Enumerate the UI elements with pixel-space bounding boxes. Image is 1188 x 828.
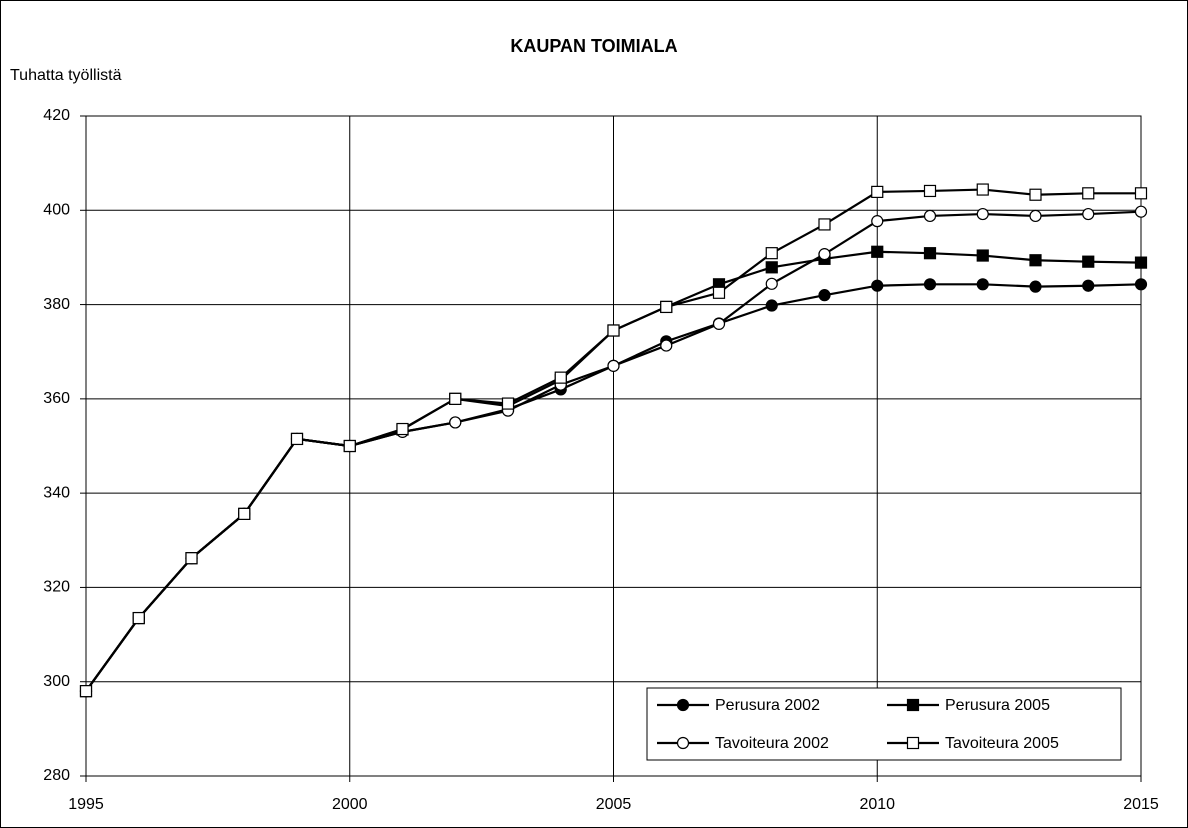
marker xyxy=(132,611,145,625)
marker xyxy=(765,261,778,274)
marker xyxy=(449,392,462,405)
marker xyxy=(712,286,726,299)
marker xyxy=(1029,254,1042,267)
marker xyxy=(185,552,198,565)
marker xyxy=(976,278,989,291)
marker xyxy=(923,278,937,291)
marker xyxy=(765,247,778,260)
y-axis-label: Tuhatta työllistä xyxy=(10,67,122,84)
marker xyxy=(1134,205,1148,218)
marker xyxy=(501,397,515,410)
marker xyxy=(906,698,920,712)
marker xyxy=(871,245,884,258)
marker xyxy=(660,300,673,314)
x-tick-label: 2000 xyxy=(332,796,368,813)
marker xyxy=(923,184,937,198)
marker xyxy=(976,249,989,262)
legend-label: Tavoiteura 2002 xyxy=(715,735,829,752)
marker xyxy=(765,299,778,312)
x-tick-label: 2005 xyxy=(596,796,632,813)
marker xyxy=(1134,256,1148,269)
legend-box xyxy=(646,687,1122,761)
marker xyxy=(343,439,356,453)
marker xyxy=(1134,278,1148,291)
marker xyxy=(1082,279,1095,292)
y-tick-label: 320 xyxy=(43,579,70,596)
marker xyxy=(871,215,884,228)
marker xyxy=(660,339,673,352)
marker xyxy=(818,289,831,302)
chart-title: KAUPAN TOIMIALA xyxy=(510,36,677,56)
marker xyxy=(976,207,989,221)
marker xyxy=(676,698,690,712)
marker xyxy=(676,736,690,750)
marker xyxy=(1029,280,1042,293)
marker xyxy=(1029,188,1042,201)
marker xyxy=(906,736,920,750)
marker xyxy=(290,432,304,446)
marker xyxy=(607,359,620,372)
y-tick-label: 420 xyxy=(43,107,70,124)
marker xyxy=(607,324,620,337)
x-tick-label: 2015 xyxy=(1123,796,1159,813)
marker xyxy=(923,247,937,260)
plot-border xyxy=(85,115,1142,777)
marker xyxy=(1029,209,1042,223)
legend-label: Tavoiteura 2005 xyxy=(945,735,1059,752)
y-tick-label: 280 xyxy=(43,767,70,784)
marker xyxy=(1082,255,1095,268)
marker xyxy=(238,507,251,520)
marker xyxy=(765,277,778,290)
marker xyxy=(923,209,937,223)
marker xyxy=(396,422,409,436)
marker xyxy=(871,279,884,292)
legend: Perusura 2002 Perusura 2005 Tavoiteura 200… xyxy=(646,687,1122,761)
y-tick-label: 400 xyxy=(43,202,70,219)
y-tick-label: 340 xyxy=(43,484,70,501)
marker xyxy=(1082,187,1095,200)
marker xyxy=(976,183,989,196)
x-tick-label: 2010 xyxy=(859,796,895,813)
marker xyxy=(712,317,726,330)
legend-label: Perusura 2002 xyxy=(715,697,820,714)
marker xyxy=(1134,187,1148,200)
marker xyxy=(871,185,884,198)
marker xyxy=(79,685,93,698)
y-tick-label: 380 xyxy=(43,296,70,313)
legend-label: Perusura 2005 xyxy=(945,697,1050,714)
marker xyxy=(1082,207,1095,221)
marker xyxy=(554,371,567,384)
x-tick-label: 1995 xyxy=(68,796,104,813)
y-tick-label: 300 xyxy=(43,673,70,690)
marker xyxy=(818,218,831,231)
marker xyxy=(449,416,462,429)
marker xyxy=(818,248,831,261)
y-tick-label: 360 xyxy=(43,390,70,407)
